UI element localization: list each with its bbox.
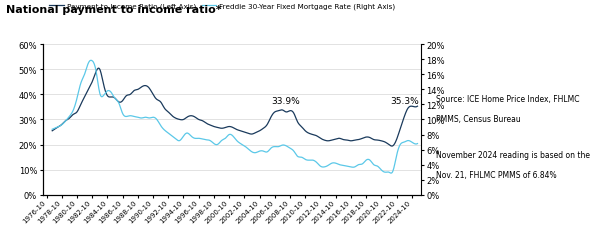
Text: Nov. 21, FHLMC PMMS of 6.84%: Nov. 21, FHLMC PMMS of 6.84% [436, 170, 557, 179]
Payment to Income Ratio (Left Axis) [388, 145, 395, 148]
Freddie 30-Year Fixed Mortgage Rate (Right Axis) [387, 172, 395, 175]
Freddie 30-Year Fixed Mortgage Rate (Right Axis) [271, 146, 278, 148]
Text: November 2024 reading is based on the: November 2024 reading is based on the [436, 150, 590, 159]
Text: 33.9%: 33.9% [271, 96, 300, 105]
Text: Source: ICE Home Price Index, FHLMC: Source: ICE Home Price Index, FHLMC [436, 95, 580, 104]
Freddie 30-Year Fixed Mortgage Rate (Right Axis) [326, 163, 333, 166]
Freddie 30-Year Fixed Mortgage Rate (Right Axis) [261, 150, 268, 154]
Payment to Income Ratio (Left Axis) [71, 113, 78, 116]
Legend: Payment to Income Ratio (Left Axis), Freddie 30-Year Fixed Mortgage Rate (Right : Payment to Income Ratio (Left Axis), Fre… [46, 0, 398, 13]
Line: Payment to Income Ratio (Left Axis): Payment to Income Ratio (Left Axis) [52, 69, 417, 146]
Freddie 30-Year Fixed Mortgage Rate (Right Axis) [282, 144, 289, 147]
Payment to Income Ratio (Left Axis) [414, 105, 421, 108]
Freddie 30-Year Fixed Mortgage Rate (Right Axis) [71, 106, 78, 109]
Text: PMMS, Census Bureau: PMMS, Census Bureau [436, 115, 521, 124]
Freddie 30-Year Fixed Mortgage Rate (Right Axis) [364, 158, 371, 161]
Freddie 30-Year Fixed Mortgage Rate (Right Axis) [414, 142, 421, 146]
Payment to Income Ratio (Left Axis) [282, 111, 289, 114]
Payment to Income Ratio (Left Axis) [364, 136, 371, 139]
Payment to Income Ratio (Left Axis) [271, 111, 278, 114]
Freddie 30-Year Fixed Mortgage Rate (Right Axis) [87, 60, 95, 62]
Payment to Income Ratio (Left Axis) [261, 126, 268, 129]
Line: Freddie 30-Year Fixed Mortgage Rate (Right Axis): Freddie 30-Year Fixed Mortgage Rate (Rig… [52, 61, 417, 174]
Payment to Income Ratio (Left Axis) [326, 140, 333, 142]
Payment to Income Ratio (Left Axis) [49, 130, 56, 133]
Text: National payment to income ratio*: National payment to income ratio* [6, 5, 221, 15]
Freddie 30-Year Fixed Mortgage Rate (Right Axis) [49, 128, 56, 131]
Text: 35.3%: 35.3% [390, 97, 419, 106]
Payment to Income Ratio (Left Axis) [95, 68, 102, 70]
